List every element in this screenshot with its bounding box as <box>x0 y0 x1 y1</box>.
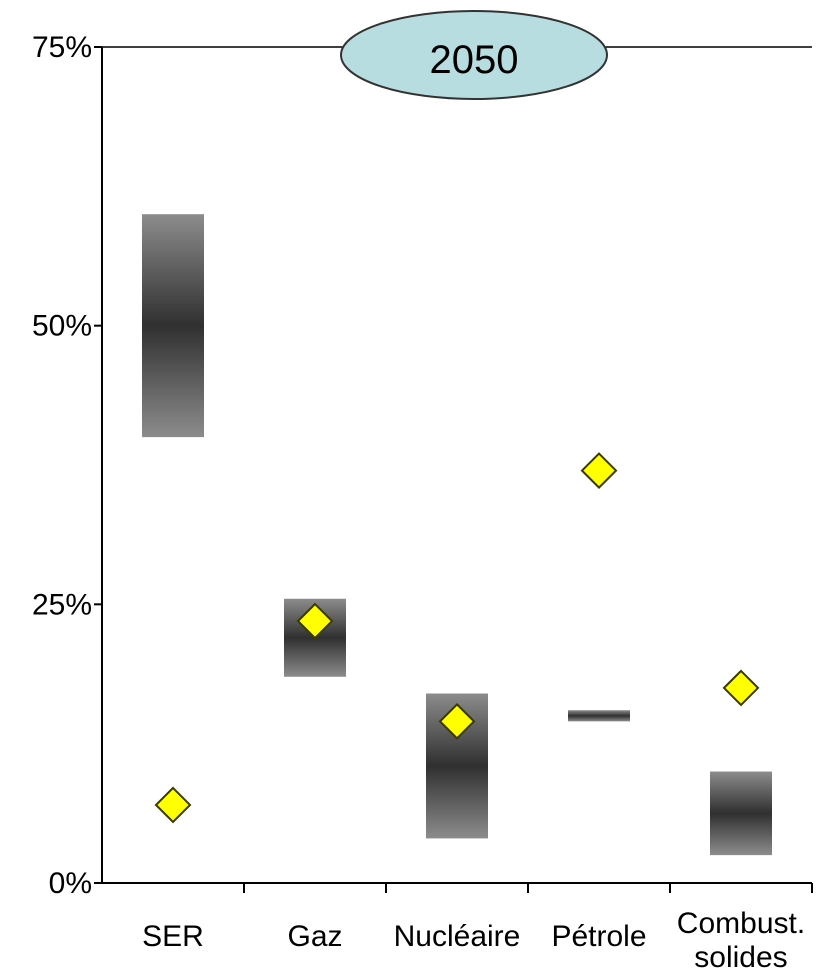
x-ticks <box>243 883 813 893</box>
diamond-marker <box>438 702 476 740</box>
range-bar <box>142 214 204 438</box>
diamond-marker <box>154 786 192 824</box>
y-tick-label: 25% <box>32 588 92 621</box>
diamond-marker <box>296 602 334 640</box>
range-bar <box>710 771 772 856</box>
category-label: Gaz <box>287 920 342 953</box>
y-ticks: 0% 25% 50% 75% <box>32 31 102 900</box>
year-label: 2050 <box>430 38 519 82</box>
y-tick-label: 75% <box>32 31 92 64</box>
range-bars <box>142 214 772 856</box>
year-badge: 2050 <box>340 10 608 100</box>
category-labels: SER Gaz Nucléaire Pétrole Combust. solides <box>142 907 805 974</box>
diamond-markers <box>154 452 760 824</box>
category-label: Nucléaire <box>394 920 521 953</box>
category-label: Combust. solides <box>677 907 805 974</box>
range-bar <box>568 710 630 722</box>
category-label: Pétrole <box>551 920 646 953</box>
y-tick-label: 0% <box>49 867 92 900</box>
diamond-marker <box>580 452 618 489</box>
y-tick-label: 50% <box>32 310 92 343</box>
category-label: SER <box>142 920 204 953</box>
diamond-marker <box>722 669 760 707</box>
year-ellipse <box>340 10 608 100</box>
